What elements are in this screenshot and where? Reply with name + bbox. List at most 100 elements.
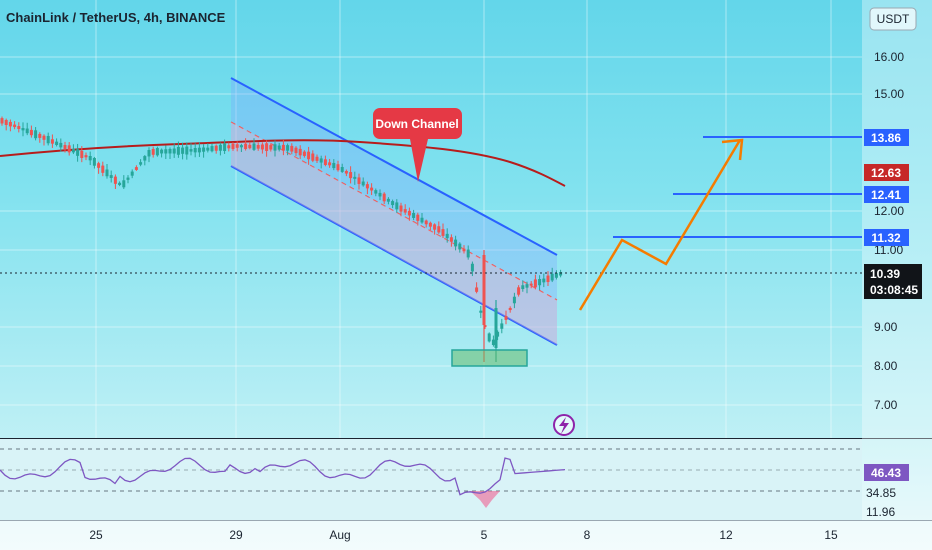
badge-rsi-value: 46.43 <box>864 464 909 481</box>
level-label-13-86: 13.86 <box>871 131 901 145</box>
candle-body <box>265 143 269 151</box>
candle-body <box>105 169 109 177</box>
candle-body <box>302 151 306 156</box>
candle-body <box>185 146 189 155</box>
candle-body <box>71 148 75 153</box>
candle-body <box>538 279 542 286</box>
grid <box>0 0 862 520</box>
level-label-12-41: 12.41 <box>871 188 901 202</box>
candle-body <box>491 339 495 345</box>
candle-body <box>412 212 416 218</box>
candle-body <box>420 217 424 223</box>
x-tick-label: 8 <box>584 528 591 542</box>
x-tick-label: 5 <box>481 528 488 542</box>
candle-body <box>126 177 130 180</box>
candle-body <box>260 144 264 150</box>
candle-body <box>504 316 508 320</box>
candle-body <box>470 263 474 272</box>
candle-body <box>533 279 537 288</box>
last-price-label: 10.39 <box>870 267 900 281</box>
candle-body <box>172 148 176 154</box>
candle-body <box>101 165 105 173</box>
candle-body <box>479 310 483 313</box>
candle-body <box>290 145 294 152</box>
down-channel-label: Down Channel <box>375 117 458 131</box>
candle-body <box>34 130 38 139</box>
candle-body <box>197 147 201 153</box>
candle-body <box>487 333 491 342</box>
candle-body <box>59 142 63 148</box>
candle-body <box>286 145 290 151</box>
support-box <box>451 349 528 367</box>
candle-body <box>50 139 54 144</box>
candle-body <box>193 148 197 153</box>
candle-body <box>336 164 340 171</box>
moving-average-line <box>0 139 566 187</box>
lightning-icon[interactable] <box>553 414 575 436</box>
y-tick-label: 8.00 <box>874 359 898 373</box>
candle-body <box>210 146 214 152</box>
candle-body <box>206 147 210 151</box>
candle-body <box>500 323 504 329</box>
candle-body <box>8 121 12 127</box>
candle-body <box>0 118 4 124</box>
candle-body <box>122 180 126 188</box>
candle-body <box>218 144 222 151</box>
rsi-value-label: 46.43 <box>871 466 901 480</box>
rsi-upper-label: 34.85 <box>866 486 896 500</box>
candle-body <box>395 202 399 210</box>
candle-body <box>202 147 206 152</box>
candle-body <box>151 148 155 155</box>
candle-body <box>244 143 248 150</box>
candle-body <box>508 307 512 311</box>
candle-body <box>433 224 437 230</box>
candle-body <box>38 133 42 138</box>
symbol-title: ChainLink / TetherUS, 4h, BINANCE <box>6 10 226 25</box>
badge-13-86: 13.86 <box>864 129 909 146</box>
candle-body <box>176 146 180 155</box>
candle-body <box>525 284 529 288</box>
candle-body <box>84 155 88 158</box>
x-tick-label: 29 <box>229 528 243 542</box>
candle-body <box>63 145 67 149</box>
candle-body <box>466 249 470 258</box>
price-axis <box>862 0 932 520</box>
candle-body <box>76 149 80 156</box>
candle-body <box>88 155 92 161</box>
candle-body <box>17 126 21 129</box>
level-label-11-32: 11.32 <box>871 231 901 245</box>
candle-body <box>147 149 151 157</box>
currency-label: USDT <box>877 12 910 26</box>
candle-body <box>97 163 101 168</box>
candle-body <box>462 248 466 252</box>
channel-fill <box>231 78 557 345</box>
candle-body <box>361 181 365 186</box>
candle-body <box>378 192 382 197</box>
currency-button[interactable] <box>869 7 917 31</box>
candle-body <box>42 135 46 140</box>
candle-body <box>294 147 298 154</box>
candle-body <box>273 144 277 151</box>
candle-body <box>437 226 441 233</box>
candle-body <box>67 145 71 153</box>
countdown-label: 03:08:45 <box>870 283 918 297</box>
x-tick-label: 15 <box>824 528 838 542</box>
candle-body <box>344 170 348 174</box>
badge-last-price: 10.39 03:08:45 <box>864 264 922 299</box>
x-tick-label: Aug <box>329 528 350 542</box>
candle-body <box>231 143 235 150</box>
candle-body <box>315 156 319 161</box>
candle-body <box>454 239 458 247</box>
badge-12-41: 12.41 <box>864 186 909 203</box>
candle-body <box>109 175 113 179</box>
candle-body <box>307 151 311 160</box>
candle-body <box>332 162 336 169</box>
candle-body <box>559 272 563 276</box>
rsi-lower-label: 11.96 <box>866 505 895 519</box>
candle-body <box>494 308 498 348</box>
candles <box>0 116 563 362</box>
candle-body <box>189 149 193 152</box>
candle-body <box>269 145 273 150</box>
